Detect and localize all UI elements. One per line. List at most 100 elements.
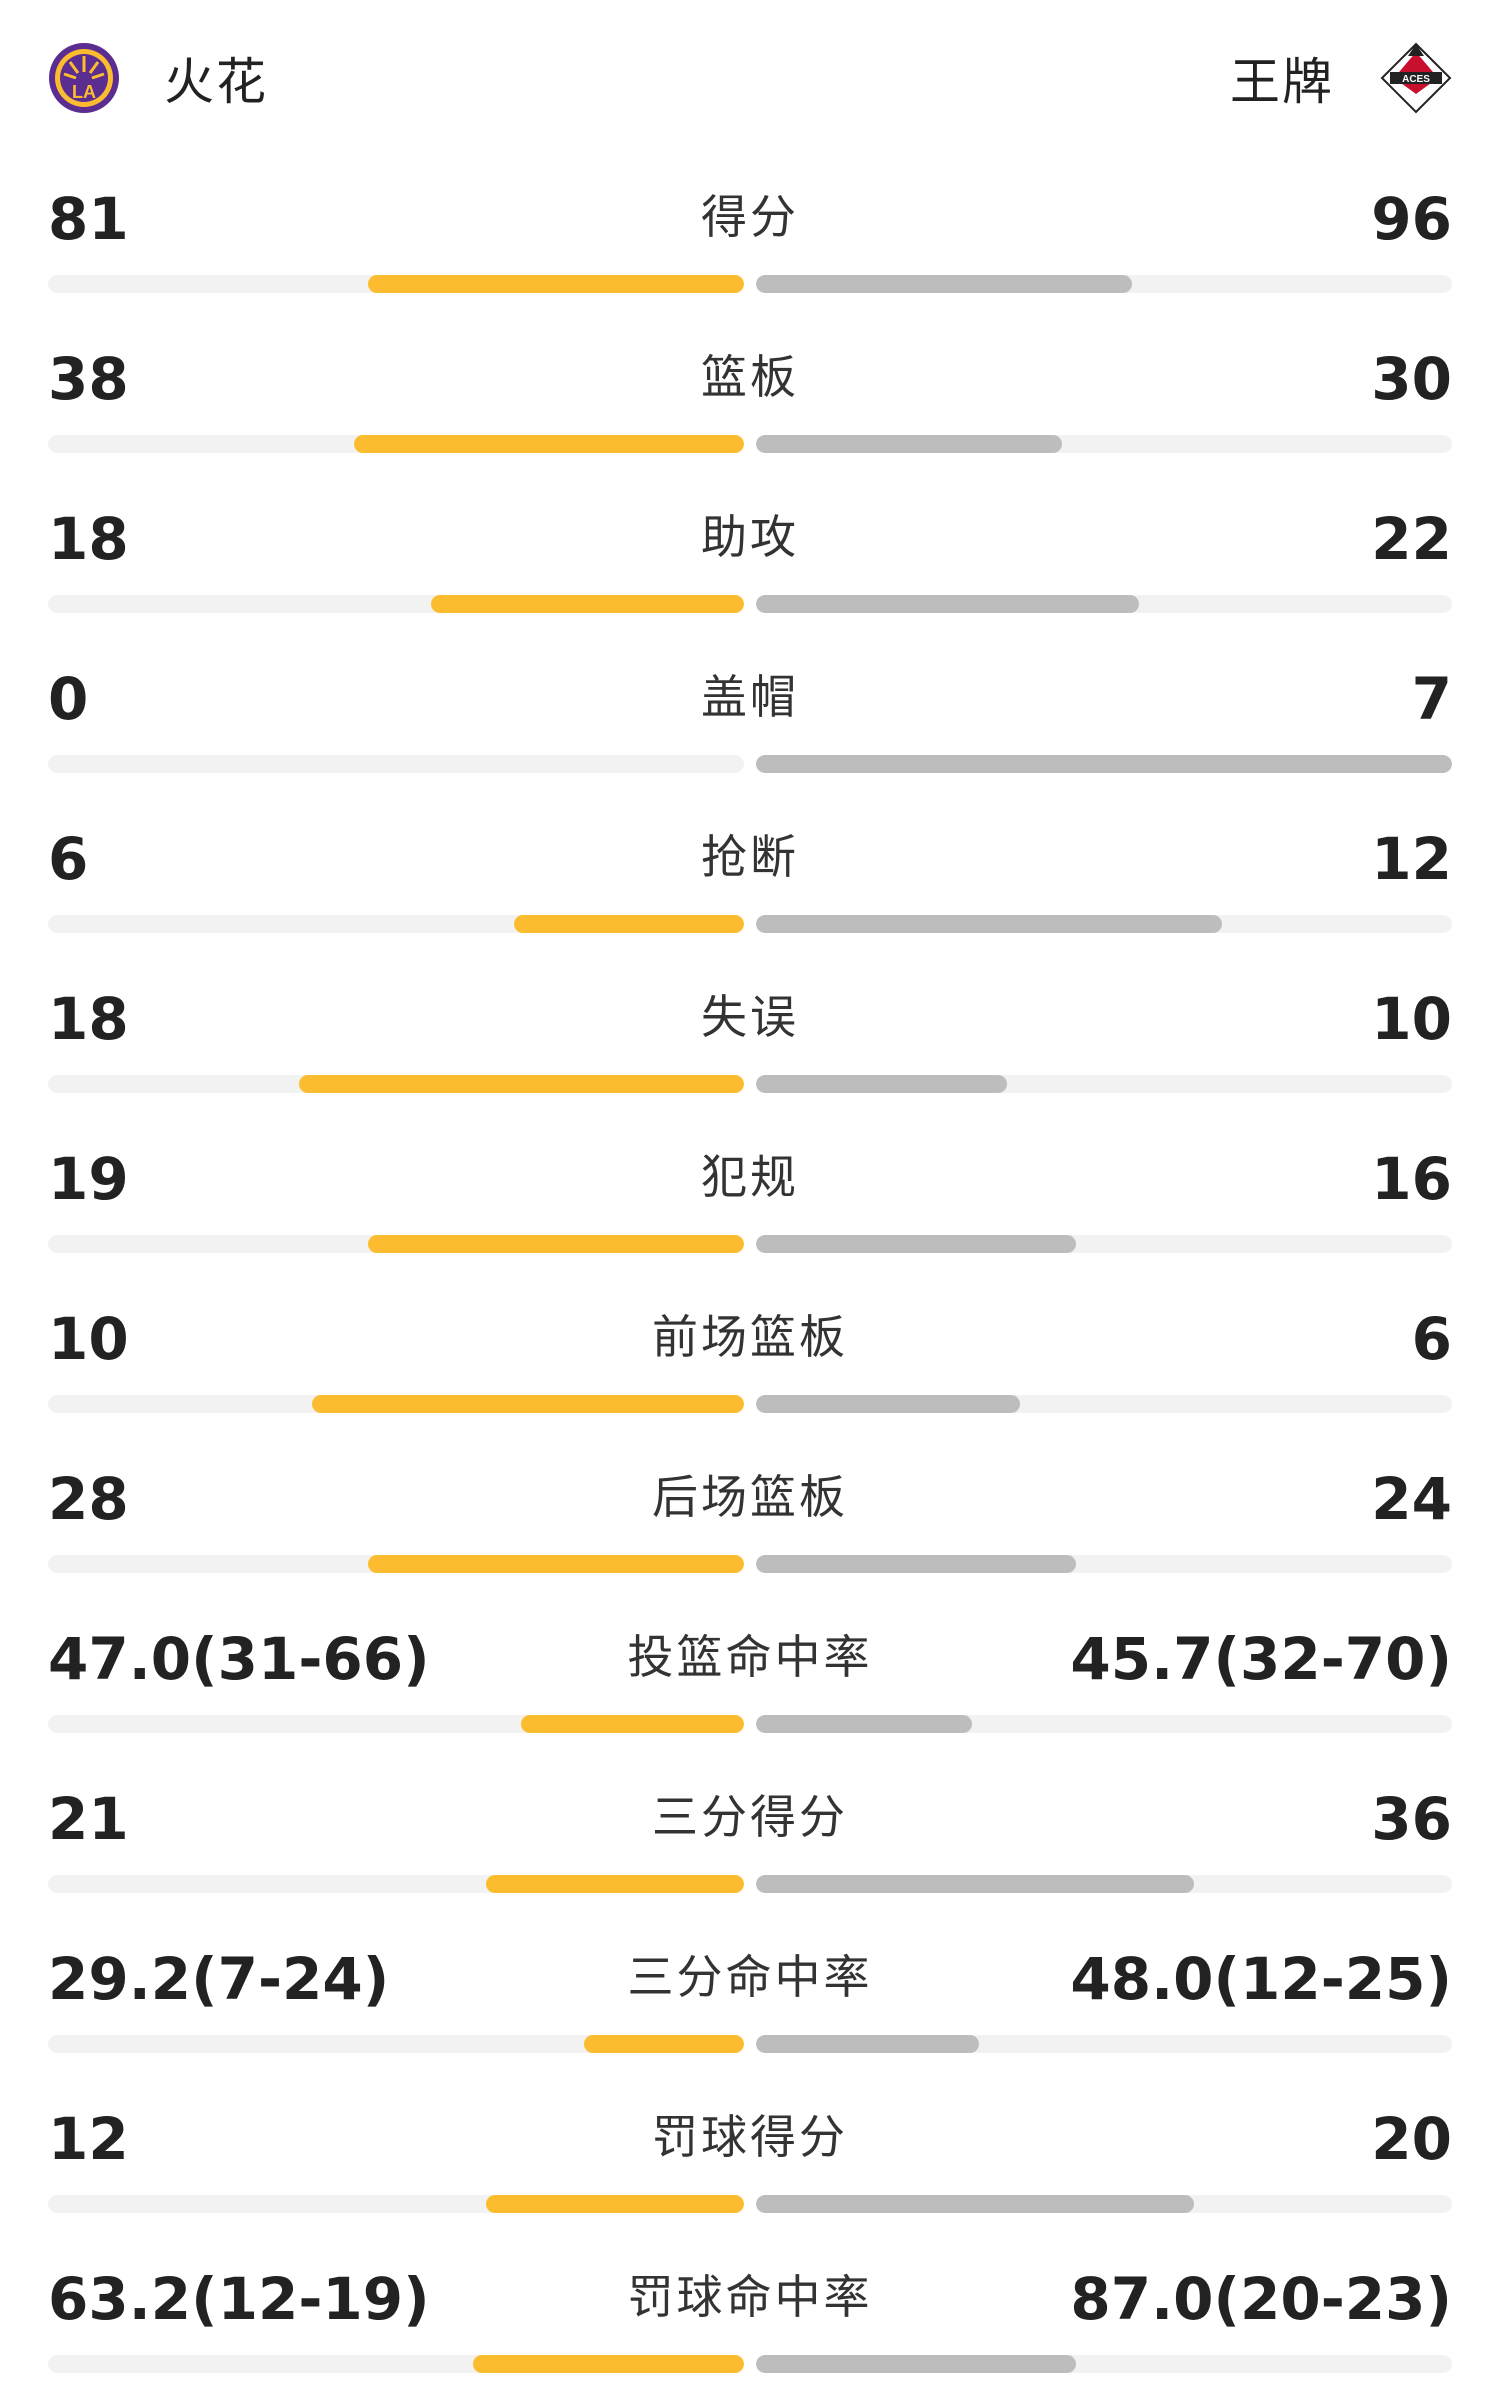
svg-text:LA: LA	[72, 82, 96, 102]
home-stat-value: 6	[48, 825, 89, 893]
home-stat-bar	[368, 275, 744, 293]
stat-label: 助攻	[701, 510, 799, 564]
away-stat-value: 48.0(12-25)	[1070, 1945, 1452, 2013]
home-bar-track	[48, 435, 744, 453]
away-stat-value: 20	[1371, 2105, 1452, 2173]
home-bar-track	[48, 1875, 744, 1893]
home-bar-track	[48, 275, 744, 293]
home-team-name: 火花	[164, 53, 268, 111]
away-stat-value: 24	[1371, 1465, 1452, 1533]
stat-label: 投篮命中率	[627, 1630, 873, 1684]
away-stat-value: 87.0(20-23)	[1070, 2265, 1452, 2333]
away-stat-bar	[756, 915, 1223, 933]
away-bar-track	[756, 275, 1452, 293]
home-stat-value: 63.2(12-19)	[48, 2265, 430, 2333]
stat-row: 38 篮板 30	[0, 320, 1500, 480]
las-vegas-aces-logo-icon: ACES	[1380, 42, 1452, 114]
away-stat-bar	[756, 275, 1132, 293]
la-sparks-logo-icon: LA	[49, 43, 119, 113]
home-stat-value: 18	[48, 505, 129, 573]
away-team-name: 王牌	[1230, 53, 1334, 111]
stat-label: 三分命中率	[627, 1950, 873, 2004]
away-team[interactable]: 王牌 ACES	[1230, 42, 1452, 114]
stat-row: 10 前场篮板 6	[0, 1280, 1500, 1440]
away-stat-bar	[756, 1555, 1077, 1573]
home-stat-value: 28	[48, 1465, 129, 1533]
stat-label: 盖帽	[701, 670, 799, 724]
stat-label: 失误	[701, 990, 799, 1044]
stat-label: 抢断	[701, 830, 799, 884]
home-stat-bar	[583, 2035, 744, 2053]
home-stat-value: 21	[48, 1785, 129, 1853]
home-stat-bar	[354, 435, 744, 453]
svg-text:ACES: ACES	[1402, 74, 1430, 85]
home-bar-track	[48, 2195, 744, 2213]
stat-row: 0 盖帽 7	[0, 640, 1500, 800]
away-stat-bar	[756, 755, 1452, 773]
away-bar-track	[756, 1875, 1452, 1893]
away-stat-bar	[756, 1395, 1021, 1413]
home-stat-value: 47.0(31-66)	[48, 1625, 430, 1693]
away-bar-track	[756, 1395, 1452, 1413]
stats-list: 81 得分 96 38 篮板 30 18 助攻 22 0 盖帽 7 6 抢断 12 18 失误 10 19 犯规 16 1…	[0, 160, 1500, 2400]
away-stat-value: 96	[1371, 185, 1452, 253]
away-bar-track	[756, 915, 1452, 933]
home-stat-value: 0	[48, 665, 89, 733]
away-stat-value: 30	[1371, 345, 1452, 413]
stat-label: 罚球得分	[652, 2110, 848, 2164]
home-stat-bar	[298, 1075, 744, 1093]
stat-label: 罚球命中率	[627, 2270, 873, 2324]
away-bar-track	[756, 595, 1452, 613]
away-stat-bar	[756, 2195, 1195, 2213]
away-stat-bar	[756, 595, 1139, 613]
home-stat-value: 81	[48, 185, 129, 253]
away-bar-track	[756, 1715, 1452, 1733]
away-bar-track	[756, 2195, 1452, 2213]
stat-label: 三分得分	[652, 1790, 848, 1844]
stat-label: 前场篮板	[652, 1310, 848, 1364]
away-bar-track	[756, 2035, 1452, 2053]
home-stat-bar	[368, 1555, 744, 1573]
stat-row: 63.2(12-19) 罚球命中率 87.0(20-23)	[0, 2240, 1500, 2400]
away-stat-bar	[756, 1075, 1007, 1093]
home-bar-track	[48, 755, 744, 773]
home-stat-bar	[486, 1875, 744, 1893]
away-stat-value: 22	[1371, 505, 1452, 573]
home-bar-track	[48, 1395, 744, 1413]
stat-row: 29.2(7-24) 三分命中率 48.0(12-25)	[0, 1920, 1500, 2080]
home-stat-value: 18	[48, 985, 129, 1053]
home-bar-track	[48, 1075, 744, 1093]
away-stat-bar	[756, 435, 1063, 453]
away-bar-track	[756, 755, 1452, 773]
stat-row: 47.0(31-66) 投篮命中率 45.7(32-70)	[0, 1600, 1500, 1760]
stat-row: 12 罚球得分 20	[0, 2080, 1500, 2240]
away-stat-bar	[756, 2035, 979, 2053]
away-bar-track	[756, 1555, 1452, 1573]
team-header: LA 火花 王牌 ACES	[0, 0, 1500, 160]
away-bar-track	[756, 2355, 1452, 2373]
home-stat-value: 10	[48, 1305, 129, 1373]
home-bar-track	[48, 1715, 744, 1733]
home-bar-track	[48, 2035, 744, 2053]
away-stat-value: 10	[1371, 985, 1452, 1053]
stat-label: 篮板	[701, 350, 799, 404]
stat-row: 18 失误 10	[0, 960, 1500, 1120]
away-bar-track	[756, 1075, 1452, 1093]
home-bar-track	[48, 1555, 744, 1573]
home-bar-track	[48, 2355, 744, 2373]
home-stat-bar	[368, 1235, 744, 1253]
home-stat-bar	[521, 1715, 744, 1733]
stat-label: 后场篮板	[652, 1470, 848, 1524]
stat-row: 18 助攻 22	[0, 480, 1500, 640]
stat-row: 28 后场篮板 24	[0, 1440, 1500, 1600]
stat-row: 19 犯规 16	[0, 1120, 1500, 1280]
away-stat-value: 7	[1411, 665, 1452, 733]
stat-row: 21 三分得分 36	[0, 1760, 1500, 1920]
home-bar-track	[48, 595, 744, 613]
home-stat-bar	[514, 915, 744, 933]
away-stat-value: 12	[1371, 825, 1452, 893]
away-stat-value: 36	[1371, 1785, 1452, 1853]
home-stat-bar	[312, 1395, 744, 1413]
home-team[interactable]: LA 火花	[48, 42, 268, 114]
home-stat-bar	[486, 2195, 744, 2213]
